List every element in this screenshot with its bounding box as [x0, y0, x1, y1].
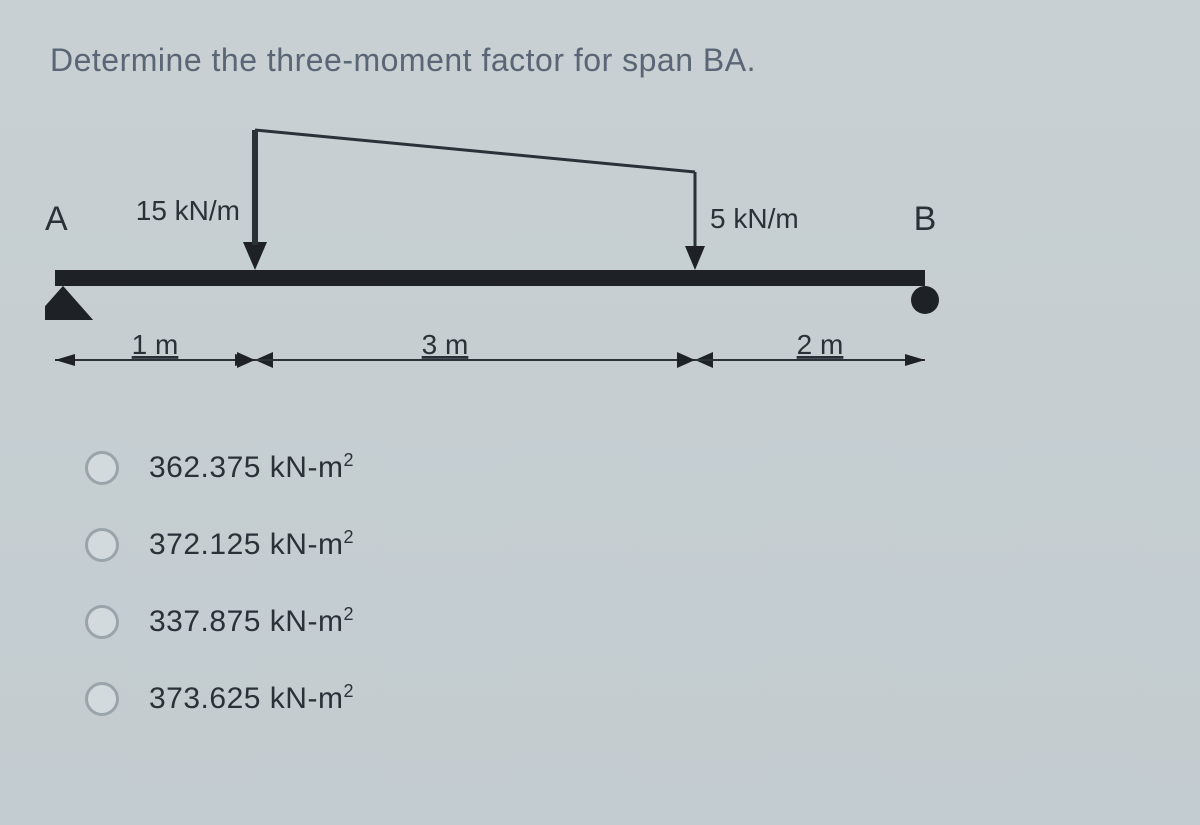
dim3-label: 2 m: [797, 329, 844, 360]
beam: [55, 270, 925, 286]
dim-3: 2 m: [695, 329, 925, 366]
dim-2: 3 m: [255, 329, 695, 360]
pin-support-icon: [45, 286, 93, 320]
option-2[interactable]: 372.125 kN-m2: [85, 527, 354, 562]
option-4-label: 373.625 kN-m2: [149, 681, 354, 716]
label-b: B: [914, 200, 937, 238]
option-4[interactable]: 373.625 kN-m2: [85, 681, 354, 716]
roller-support-icon: [911, 286, 939, 314]
quiz-page: Determine the three-moment factor for sp…: [0, 0, 1200, 825]
dim1-label: 1 m: [132, 329, 179, 360]
radio-icon[interactable]: [85, 682, 119, 716]
label-a: A: [45, 200, 68, 238]
radio-icon[interactable]: [85, 605, 119, 639]
distributed-load: [243, 130, 705, 270]
load-right-label: 5 kN/m: [710, 203, 799, 234]
answer-options: 362.375 kN-m2 372.125 kN-m2 337.875 kN-m…: [85, 450, 354, 758]
dim-joint-1-left: [237, 352, 255, 368]
option-3[interactable]: 337.875 kN-m2: [85, 604, 354, 639]
dim2-label: 3 m: [422, 329, 469, 360]
option-1-label: 362.375 kN-m2: [149, 450, 354, 485]
question-text: Determine the three-moment factor for sp…: [50, 42, 756, 79]
option-3-label: 337.875 kN-m2: [149, 604, 354, 639]
radio-icon[interactable]: [85, 451, 119, 485]
option-2-label: 372.125 kN-m2: [149, 527, 354, 562]
option-1[interactable]: 362.375 kN-m2: [85, 450, 354, 485]
load-left-label: 15 kN/m: [136, 195, 240, 226]
dim-1: 1 m: [55, 329, 255, 366]
radio-icon[interactable]: [85, 528, 119, 562]
beam-diagram: A B 15 kN/m 5 kN/m 1 m 3 m: [45, 110, 1045, 410]
dim-joint-2-left: [677, 352, 695, 368]
